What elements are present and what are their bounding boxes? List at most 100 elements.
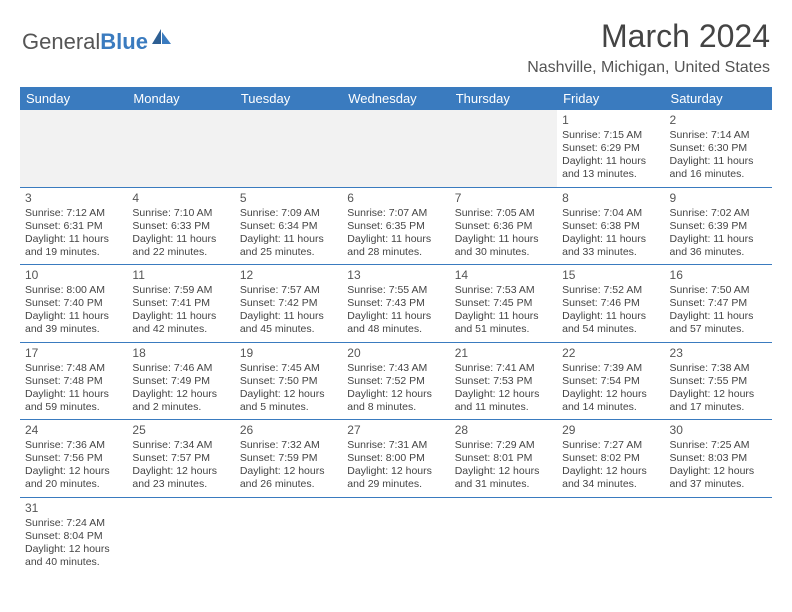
sunrise-line: Sunrise: 7:59 AM <box>132 284 229 297</box>
day-number: 14 <box>455 268 552 283</box>
calendar-day: 7Sunrise: 7:05 AMSunset: 6:36 PMDaylight… <box>450 187 557 265</box>
sunset-line: Sunset: 7:48 PM <box>25 375 122 388</box>
calendar-day: 25Sunrise: 7:34 AMSunset: 7:57 PMDayligh… <box>127 420 234 498</box>
sunset-line: Sunset: 7:43 PM <box>347 297 444 310</box>
calendar-week: 24Sunrise: 7:36 AMSunset: 7:56 PMDayligh… <box>20 420 772 498</box>
sunrise-line: Sunrise: 7:52 AM <box>562 284 659 297</box>
daylight-line: Daylight: 11 hours and 33 minutes. <box>562 233 659 259</box>
calendar-day-empty <box>235 110 342 187</box>
sunrise-line: Sunrise: 7:45 AM <box>240 362 337 375</box>
calendar-day: 26Sunrise: 7:32 AMSunset: 7:59 PMDayligh… <box>235 420 342 498</box>
daylight-line: Daylight: 12 hours and 26 minutes. <box>240 465 337 491</box>
daylight-line: Daylight: 11 hours and 16 minutes. <box>670 155 767 181</box>
day-number: 16 <box>670 268 767 283</box>
calendar-day-empty <box>235 497 342 574</box>
day-header: Wednesday <box>342 87 449 110</box>
sunset-line: Sunset: 6:29 PM <box>562 142 659 155</box>
day-number: 8 <box>562 191 659 206</box>
day-number: 26 <box>240 423 337 438</box>
calendar-week: 17Sunrise: 7:48 AMSunset: 7:48 PMDayligh… <box>20 342 772 420</box>
sunrise-line: Sunrise: 7:46 AM <box>132 362 229 375</box>
sunrise-line: Sunrise: 7:27 AM <box>562 439 659 452</box>
calendar-day-empty <box>20 110 127 187</box>
sunset-line: Sunset: 8:03 PM <box>670 452 767 465</box>
day-number: 3 <box>25 191 122 206</box>
day-number: 4 <box>132 191 229 206</box>
day-number: 12 <box>240 268 337 283</box>
day-number: 29 <box>562 423 659 438</box>
calendar-day-empty <box>127 110 234 187</box>
sunset-line: Sunset: 7:50 PM <box>240 375 337 388</box>
calendar-day: 27Sunrise: 7:31 AMSunset: 8:00 PMDayligh… <box>342 420 449 498</box>
daylight-line: Daylight: 11 hours and 13 minutes. <box>562 155 659 181</box>
location: Nashville, Michigan, United States <box>527 59 770 77</box>
calendar-week: 3Sunrise: 7:12 AMSunset: 6:31 PMDaylight… <box>20 187 772 265</box>
day-number: 13 <box>347 268 444 283</box>
sunset-line: Sunset: 6:34 PM <box>240 220 337 233</box>
day-header: Saturday <box>665 87 772 110</box>
sunrise-line: Sunrise: 7:41 AM <box>455 362 552 375</box>
month-title: March 2024 <box>527 18 770 55</box>
daylight-line: Daylight: 11 hours and 59 minutes. <box>25 388 122 414</box>
calendar-day: 21Sunrise: 7:41 AMSunset: 7:53 PMDayligh… <box>450 342 557 420</box>
daylight-line: Daylight: 11 hours and 51 minutes. <box>455 310 552 336</box>
sunrise-line: Sunrise: 7:14 AM <box>670 129 767 142</box>
calendar-day: 31Sunrise: 7:24 AMSunset: 8:04 PMDayligh… <box>20 497 127 574</box>
day-number: 17 <box>25 346 122 361</box>
daylight-line: Daylight: 11 hours and 42 minutes. <box>132 310 229 336</box>
sunrise-line: Sunrise: 7:07 AM <box>347 207 444 220</box>
calendar-week: 10Sunrise: 8:00 AMSunset: 7:40 PMDayligh… <box>20 265 772 343</box>
sunset-line: Sunset: 7:41 PM <box>132 297 229 310</box>
sunrise-line: Sunrise: 7:31 AM <box>347 439 444 452</box>
daylight-line: Daylight: 12 hours and 5 minutes. <box>240 388 337 414</box>
daylight-line: Daylight: 11 hours and 30 minutes. <box>455 233 552 259</box>
day-header: Sunday <box>20 87 127 110</box>
daylight-line: Daylight: 11 hours and 19 minutes. <box>25 233 122 259</box>
calendar-day: 10Sunrise: 8:00 AMSunset: 7:40 PMDayligh… <box>20 265 127 343</box>
sunset-line: Sunset: 7:59 PM <box>240 452 337 465</box>
calendar-day: 8Sunrise: 7:04 AMSunset: 6:38 PMDaylight… <box>557 187 664 265</box>
sunset-line: Sunset: 6:33 PM <box>132 220 229 233</box>
calendar-day: 30Sunrise: 7:25 AMSunset: 8:03 PMDayligh… <box>665 420 772 498</box>
sunset-line: Sunset: 6:30 PM <box>670 142 767 155</box>
day-number: 23 <box>670 346 767 361</box>
calendar-day: 15Sunrise: 7:52 AMSunset: 7:46 PMDayligh… <box>557 265 664 343</box>
sunrise-line: Sunrise: 7:15 AM <box>562 129 659 142</box>
daylight-line: Daylight: 11 hours and 39 minutes. <box>25 310 122 336</box>
calendar-week: 31Sunrise: 7:24 AMSunset: 8:04 PMDayligh… <box>20 497 772 574</box>
sunset-line: Sunset: 7:40 PM <box>25 297 122 310</box>
calendar-day-empty <box>450 497 557 574</box>
calendar-day: 17Sunrise: 7:48 AMSunset: 7:48 PMDayligh… <box>20 342 127 420</box>
daylight-line: Daylight: 11 hours and 22 minutes. <box>132 233 229 259</box>
calendar-day: 13Sunrise: 7:55 AMSunset: 7:43 PMDayligh… <box>342 265 449 343</box>
sunrise-line: Sunrise: 7:39 AM <box>562 362 659 375</box>
daylight-line: Daylight: 11 hours and 36 minutes. <box>670 233 767 259</box>
logo-text-general: General <box>22 29 100 55</box>
daylight-line: Daylight: 11 hours and 28 minutes. <box>347 233 444 259</box>
sunset-line: Sunset: 8:00 PM <box>347 452 444 465</box>
daylight-line: Daylight: 11 hours and 57 minutes. <box>670 310 767 336</box>
day-number: 27 <box>347 423 444 438</box>
daylight-line: Daylight: 12 hours and 34 minutes. <box>562 465 659 491</box>
header: GeneralBlue March 2024 Nashville, Michig… <box>0 0 792 81</box>
day-number: 18 <box>132 346 229 361</box>
calendar-day: 2Sunrise: 7:14 AMSunset: 6:30 PMDaylight… <box>665 110 772 187</box>
calendar-day: 19Sunrise: 7:45 AMSunset: 7:50 PMDayligh… <box>235 342 342 420</box>
sunset-line: Sunset: 7:57 PM <box>132 452 229 465</box>
day-number: 5 <box>240 191 337 206</box>
sail-icon <box>151 26 173 52</box>
daylight-line: Daylight: 11 hours and 54 minutes. <box>562 310 659 336</box>
logo-text-blue: Blue <box>100 29 148 55</box>
sunset-line: Sunset: 7:52 PM <box>347 375 444 388</box>
sunrise-line: Sunrise: 7:48 AM <box>25 362 122 375</box>
day-header: Tuesday <box>235 87 342 110</box>
calendar-week: 1Sunrise: 7:15 AMSunset: 6:29 PMDaylight… <box>20 110 772 187</box>
calendar-day-empty <box>127 497 234 574</box>
day-number: 2 <box>670 113 767 128</box>
daylight-line: Daylight: 12 hours and 8 minutes. <box>347 388 444 414</box>
day-number: 28 <box>455 423 552 438</box>
daylight-line: Daylight: 12 hours and 37 minutes. <box>670 465 767 491</box>
day-number: 19 <box>240 346 337 361</box>
day-number: 15 <box>562 268 659 283</box>
calendar-day: 29Sunrise: 7:27 AMSunset: 8:02 PMDayligh… <box>557 420 664 498</box>
